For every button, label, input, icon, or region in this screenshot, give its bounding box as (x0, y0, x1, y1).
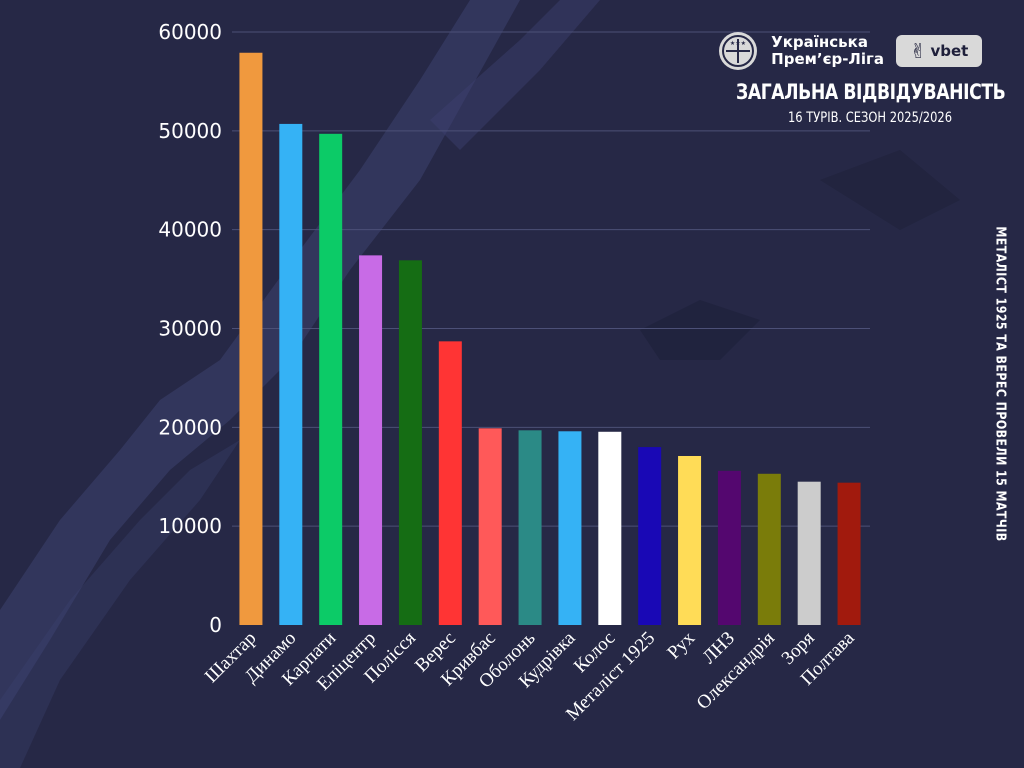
y-tick-label: 30000 (158, 317, 222, 341)
y-tick-label: 10000 (158, 514, 222, 538)
bar (438, 341, 462, 625)
y-axis-tick-labels: 0 10000 20000 30000 40000 50000 60000 (158, 20, 222, 637)
bars (239, 52, 861, 625)
bar (598, 431, 622, 625)
bar (398, 260, 422, 625)
svg-text:★★★: ★★★ (730, 40, 746, 47)
y-tick-label: 50000 (158, 119, 222, 143)
bar (239, 52, 263, 625)
bar (518, 430, 542, 625)
y-tick-label: 0 (209, 613, 222, 637)
chart-subtitle: 16 ТУРІВ. СЕЗОН 2025/2026 (788, 110, 952, 126)
y-tick-label: 40000 (158, 218, 222, 242)
bar (837, 482, 861, 625)
header: ★★★ Українська Прем’єр-Ліга ✌ vbet ЗАГАЛ… (682, 30, 1006, 126)
upl-ball-logo-icon: ★★★ (719, 32, 758, 70)
league-name: Українська Прем’єр-Ліга (771, 33, 884, 68)
sponsor-badge: ✌ vbet (896, 35, 982, 67)
chart-title: ЗАГАЛЬНА ВІДВІДУВАНІСТЬ (736, 80, 1006, 104)
bar (359, 255, 383, 625)
y-tick-label: 20000 (158, 415, 222, 439)
y-tick-label: 60000 (158, 20, 222, 44)
bar (279, 123, 303, 625)
bar (757, 473, 781, 625)
x-category-label: Рух (663, 627, 699, 663)
side-note-text: МЕТАЛІСТ 1925 ТА ВЕРЕС ПРОВЕЛИ 15 МАТЧІВ (992, 226, 1008, 542)
bar (678, 455, 702, 625)
bar (558, 431, 582, 625)
bar (797, 481, 821, 625)
bar (638, 447, 662, 625)
bar (717, 470, 741, 625)
bar (319, 133, 343, 625)
sponsor-name: vbet (930, 42, 969, 60)
vbet-v-logo-icon: ✌ (909, 39, 927, 63)
bar (478, 428, 502, 625)
x-axis-category-labels: ШахтарДинамоКарпатиЕпіцентрПоліссяВересК… (201, 627, 859, 725)
brand-row: ★★★ Українська Прем’єр-Ліга ✌ vbet (682, 30, 982, 72)
